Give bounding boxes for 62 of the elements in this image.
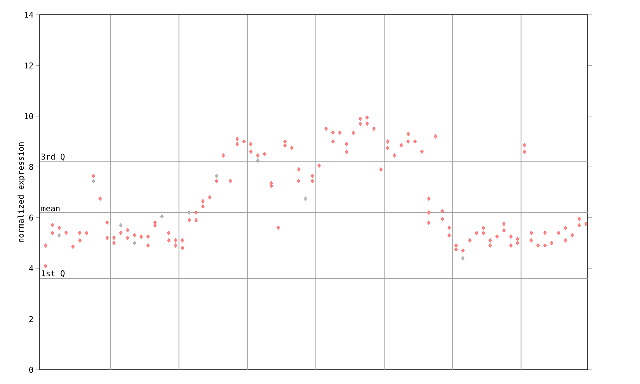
point	[160, 214, 164, 219]
point	[50, 230, 54, 236]
point	[194, 218, 198, 223]
point	[482, 230, 486, 236]
y-tick-label: 14	[25, 12, 34, 18]
point	[386, 146, 390, 150]
point	[461, 256, 465, 261]
point	[174, 244, 178, 248]
point	[119, 223, 123, 228]
point	[44, 264, 48, 268]
point	[112, 241, 116, 246]
point	[284, 143, 287, 148]
point	[366, 122, 370, 126]
point	[509, 244, 513, 248]
point	[167, 238, 171, 243]
ref-line-label: mean	[42, 206, 60, 212]
point	[154, 220, 157, 226]
y-tick-label: 8	[30, 164, 34, 170]
point	[331, 130, 335, 136]
point	[406, 140, 410, 144]
point	[488, 238, 492, 243]
point	[440, 216, 444, 222]
ref-line-label: 3rd Q	[42, 154, 65, 161]
point	[358, 122, 362, 126]
point	[215, 174, 219, 178]
point	[249, 150, 253, 154]
point	[516, 237, 520, 242]
point	[146, 244, 150, 248]
point	[502, 228, 506, 233]
point	[188, 210, 192, 215]
point	[126, 236, 130, 240]
point	[578, 223, 582, 228]
point	[564, 238, 568, 243]
ref-line-label: 1st Q	[42, 270, 65, 278]
point	[448, 233, 452, 238]
y-tick-label: 4	[29, 266, 34, 272]
point	[201, 204, 205, 209]
y-axis-title: normalized expression	[18, 142, 26, 242]
point	[297, 178, 301, 184]
point	[106, 236, 110, 240]
point	[427, 220, 431, 226]
point	[58, 233, 62, 238]
point	[92, 178, 96, 184]
y-tick-label: 10	[25, 113, 34, 120]
point	[310, 178, 314, 184]
y-tick-label: 12	[25, 62, 34, 69]
y-tick-label: 2	[30, 316, 34, 322]
point	[454, 247, 458, 252]
point	[270, 181, 274, 186]
point	[544, 244, 547, 248]
point	[345, 150, 349, 154]
point	[78, 238, 82, 243]
point	[133, 241, 136, 246]
point	[304, 196, 308, 202]
y-tick-label: 6	[30, 214, 34, 221]
point	[530, 238, 534, 243]
point	[427, 210, 431, 215]
y-tick-label: 0	[30, 366, 34, 374]
point	[236, 142, 240, 147]
point	[180, 246, 184, 250]
point	[256, 158, 260, 164]
point	[523, 150, 526, 154]
